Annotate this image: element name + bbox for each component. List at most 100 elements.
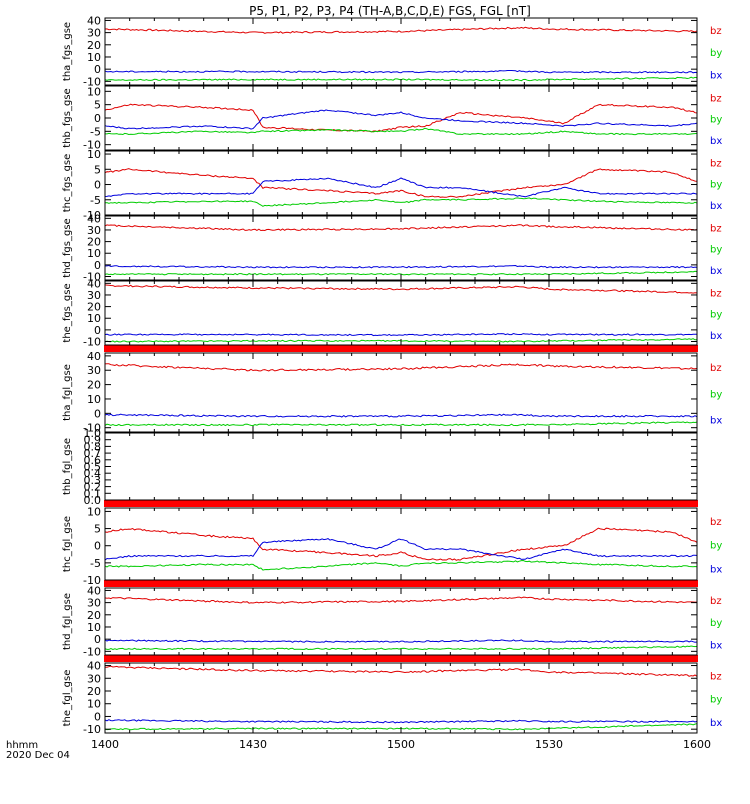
y-tick-label: 0.3 xyxy=(84,474,102,487)
series-line-bz xyxy=(105,26,697,34)
y-tick-label: 10 xyxy=(87,247,101,260)
y-tick-label: 0 xyxy=(94,633,101,646)
y-tick-label: 5 xyxy=(94,163,101,176)
y-tick-label: 40 xyxy=(87,584,101,597)
y-tick-label: 0 xyxy=(94,407,101,420)
series-line-bz xyxy=(105,168,697,198)
legend-entry-bz: bz xyxy=(710,94,722,105)
legend-entry-bz: bz xyxy=(710,159,722,170)
y-tick-label: 5 xyxy=(94,523,101,536)
panel-separator-bar xyxy=(104,580,698,587)
legend-entry-bx: bx xyxy=(710,331,722,342)
y-axis-label: thd_fgs_gse xyxy=(62,218,73,277)
y-tick-label: 10 xyxy=(87,393,101,406)
y-tick-label: 10 xyxy=(87,85,101,98)
series-group xyxy=(105,527,697,571)
y-axis-label: tha_fgl_gse xyxy=(62,364,73,421)
y-tick-label: -10 xyxy=(83,645,101,658)
legend-entry-bz: bz xyxy=(710,289,722,300)
y-tick-label: -5 xyxy=(90,557,101,570)
series-group xyxy=(105,103,697,136)
legend-entry-bx: bx xyxy=(710,415,722,426)
y-tick-label: 20 xyxy=(87,39,101,52)
y-tick-label: -10 xyxy=(83,723,101,736)
panel-thc_fgl_gse: -10 -5 0 5 10 thc_fgl_gse bz by bx xyxy=(62,505,722,587)
series-line-bz xyxy=(105,103,697,133)
y-tick-label: 0.2 xyxy=(84,481,102,494)
y-axis-label: the_fgs_gse xyxy=(62,283,73,342)
y-tick-label: -5 xyxy=(90,125,101,138)
legend-entry-bz: bz xyxy=(710,26,722,37)
legend-entry-bx: bx xyxy=(710,136,722,147)
panel-frame xyxy=(104,150,698,216)
series-group xyxy=(105,596,697,651)
legend-entry-bx: bx xyxy=(710,201,722,212)
y-tick-label: -10 xyxy=(83,422,101,435)
series-group xyxy=(105,363,697,427)
panel-separator-bar xyxy=(104,345,698,352)
panel-frame xyxy=(104,432,698,501)
y-tick-label: 20 xyxy=(87,685,101,698)
x-tick-label: 1500 xyxy=(387,738,415,751)
y-axis-label: the_fgl_gse xyxy=(62,670,73,727)
panel-thc_fgs_gse: -10 -5 0 5 10 thc_fgs_gse bz by bx xyxy=(62,148,722,222)
series-group xyxy=(105,224,697,276)
y-tick-label: 0.0 xyxy=(84,494,102,507)
y-tick-label: 40 xyxy=(87,14,101,27)
series-line-bx xyxy=(105,264,697,269)
panel-frame xyxy=(104,215,698,281)
y-tick-label: 20 xyxy=(87,379,101,392)
y-tick-label: -10 xyxy=(83,271,101,284)
y-tick-label: 20 xyxy=(87,609,101,622)
date-label: 2020 Dec 04 xyxy=(6,750,70,761)
series-line-by xyxy=(105,559,697,571)
legend-entry-bz: bz xyxy=(710,363,722,374)
y-axis-label: thb_fgs_gse xyxy=(62,88,73,147)
y-axis-label: tha_fgs_gse xyxy=(62,22,73,81)
y-tick-label: -10 xyxy=(83,574,101,587)
y-tick-label: 0.7 xyxy=(84,447,102,460)
y-tick-label: -10 xyxy=(83,139,101,152)
y-tick-label: 40 xyxy=(87,660,101,673)
y-tick-label: 40 xyxy=(87,277,101,290)
panel-separator-bar xyxy=(104,655,698,662)
y-tick-label: 0.1 xyxy=(84,487,102,500)
y-tick-label: 0.8 xyxy=(84,440,102,453)
y-tick-label: 30 xyxy=(87,597,101,610)
panel-thb_fgl_gse: 0.00.10.20.30.40.50.60.70.80.91.0 thb_fgl… xyxy=(62,427,698,507)
chart-title: P5, P1, P2, P3, P4 (TH-A,B,C,D,E) FGS, F… xyxy=(249,4,531,18)
x-tick-label: 1600 xyxy=(683,738,711,751)
y-tick-label: 30 xyxy=(87,27,101,40)
y-tick-label: -5 xyxy=(90,194,101,207)
y-tick-label: 5 xyxy=(94,99,101,112)
y-tick-label: 0 xyxy=(94,540,101,553)
legend-entry-by: by xyxy=(710,310,722,321)
series-group xyxy=(105,168,697,207)
y-axis-label: thc_fgl_gse xyxy=(62,516,73,572)
y-tick-label: 0.5 xyxy=(84,461,102,474)
series-line-by xyxy=(105,421,697,427)
y-tick-label: 0 xyxy=(94,324,101,337)
series-line-bz xyxy=(105,665,697,677)
legend-entry-bx: bx xyxy=(710,640,722,651)
y-tick-label: 10 xyxy=(87,148,101,161)
time-axis-format-label: hhmm xyxy=(6,740,38,751)
panel-frame xyxy=(104,352,698,433)
y-tick-label: 0.6 xyxy=(84,454,102,467)
legend-entry-by: by xyxy=(710,115,722,126)
y-tick-label: 10 xyxy=(87,505,101,518)
y-tick-label: 10 xyxy=(87,312,101,325)
y-tick-label: 40 xyxy=(87,350,101,363)
legend-entry-bx: bx xyxy=(710,564,722,575)
legend-entry-by: by xyxy=(710,618,722,629)
y-axis-label: thb_fgl_gse xyxy=(62,438,73,495)
series-line-by xyxy=(105,127,697,136)
y-tick-label: 40 xyxy=(87,212,101,225)
series-line-bx xyxy=(105,639,697,643)
y-tick-label: 0 xyxy=(94,259,101,272)
